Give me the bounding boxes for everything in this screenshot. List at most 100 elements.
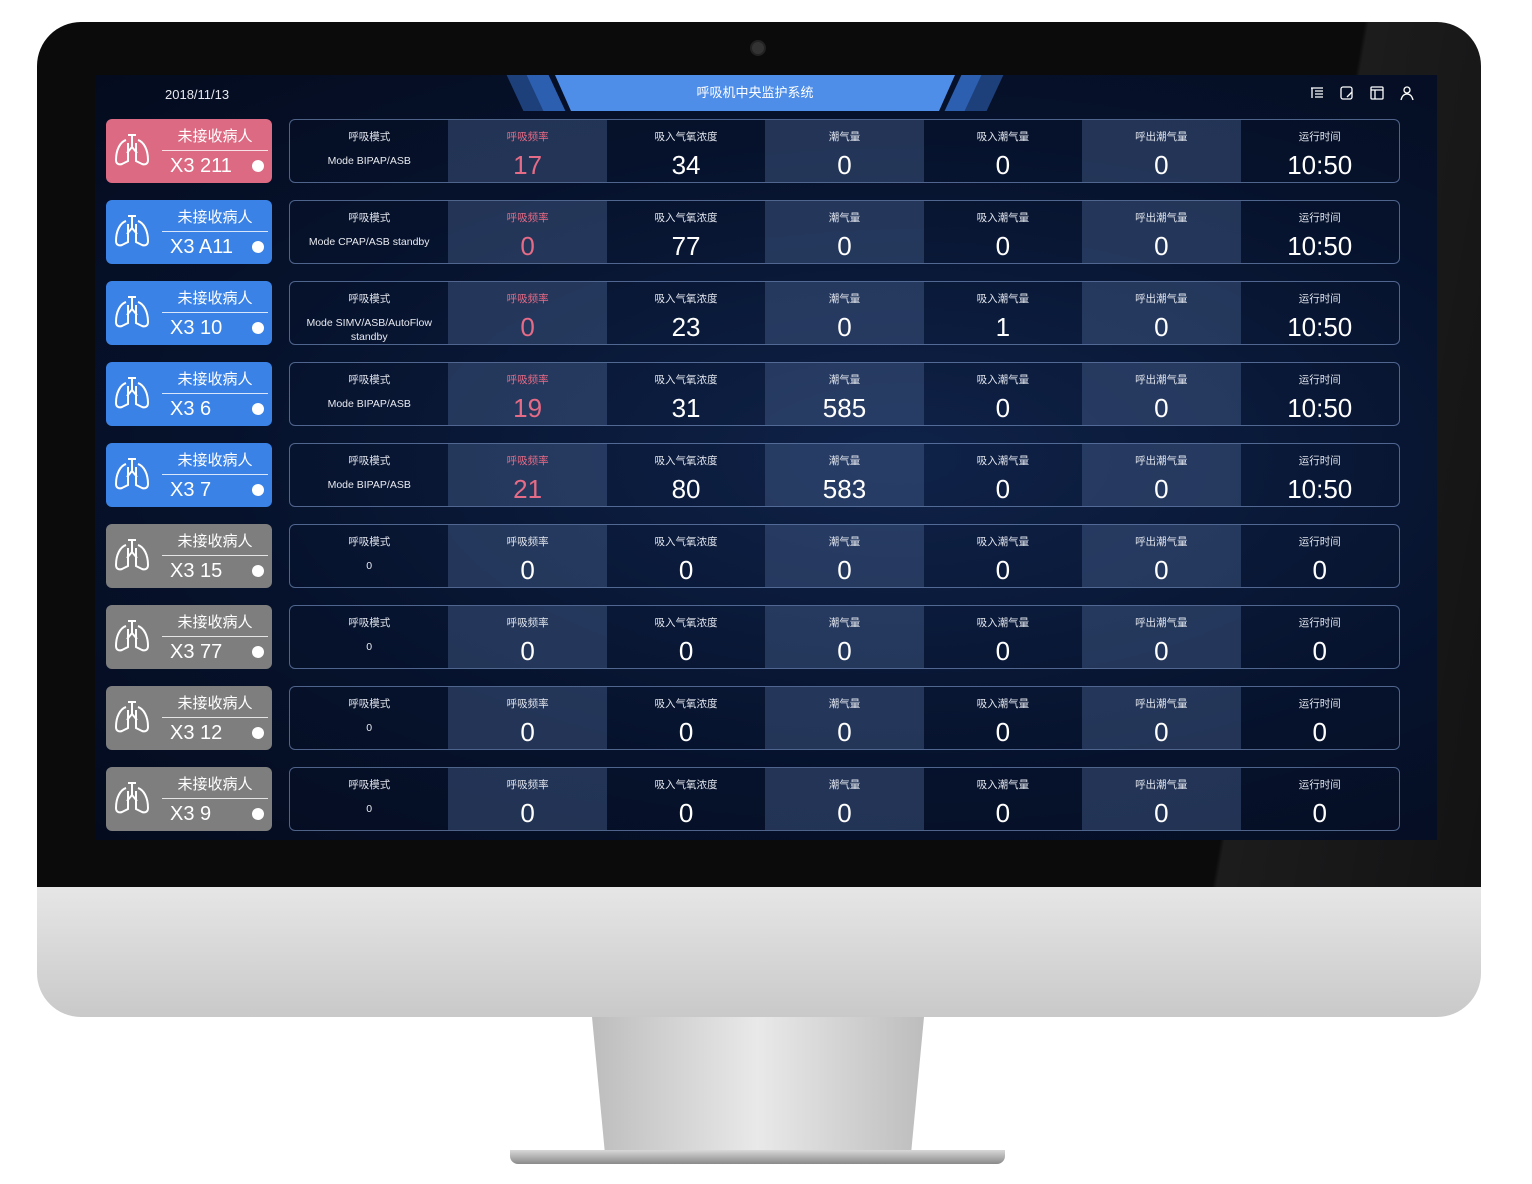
cell-metric: 呼出潮气量 0 bbox=[1082, 525, 1241, 587]
metric-value: 0 bbox=[837, 636, 852, 666]
column-label: 呼出潮气量 bbox=[1135, 455, 1188, 467]
cell-metric: 吸入气氧浓度 34 bbox=[607, 120, 765, 182]
patient-card[interactable]: 未接收病人 X3 A11 bbox=[106, 200, 272, 264]
lungs-icon bbox=[112, 131, 152, 171]
metrics-table: 呼吸模式 0 呼吸频率 0 吸入气氧浓度 0 潮气量 0 吸入潮气量 0 呼出潮气量 0 运行时间 0 bbox=[289, 605, 1400, 669]
edit-icon[interactable] bbox=[252, 484, 264, 496]
patient-card[interactable]: 未接收病人 X3 12 bbox=[106, 686, 272, 750]
patient-card[interactable]: 未接收病人 X3 77 bbox=[106, 605, 272, 669]
cell-metric: 吸入气氧浓度 0 bbox=[607, 525, 765, 587]
patient-card[interactable]: 未接收病人 X3 9 bbox=[106, 767, 272, 831]
metric-value: 0 bbox=[995, 393, 1011, 423]
metric-value: 31 bbox=[671, 393, 701, 423]
metric-value: 0 bbox=[995, 150, 1011, 180]
column-label: 吸入气氧浓度 bbox=[654, 131, 718, 143]
bed-number: X3 15 bbox=[170, 560, 223, 582]
edit-icon[interactable] bbox=[252, 565, 264, 577]
metric-value: 0 bbox=[1154, 717, 1169, 747]
patient-card[interactable]: 未接收病人 X3 6 bbox=[106, 362, 272, 426]
metric-value: 0 bbox=[837, 798, 852, 828]
layout-icon[interactable] bbox=[1369, 85, 1385, 101]
edit-icon[interactable] bbox=[252, 160, 264, 172]
cell-metric: 呼吸频率 19 bbox=[448, 363, 607, 425]
cell-metric: 呼出潮气量 0 bbox=[1082, 687, 1241, 749]
mode-value: 0 bbox=[366, 641, 373, 653]
bed-number: X3 10 bbox=[170, 317, 223, 339]
column-label: 吸入气氧浓度 bbox=[654, 698, 718, 710]
cell-metric: 吸入潮气量 1 bbox=[924, 282, 1082, 344]
cell-mode: 呼吸模式 Mode BIPAP/ASB bbox=[290, 120, 448, 182]
metric-value: 0 bbox=[995, 555, 1011, 585]
column-label: 呼吸模式 bbox=[348, 698, 391, 710]
patient-card[interactable]: 未接收病人 X3 211 bbox=[106, 119, 272, 183]
cell-metric: 呼出潮气量 0 bbox=[1082, 768, 1241, 830]
edit-icon[interactable] bbox=[252, 727, 264, 739]
metric-value: 0 bbox=[520, 312, 535, 342]
cell-metric: 吸入气氧浓度 0 bbox=[607, 606, 765, 668]
column-label: 呼吸频率 bbox=[506, 617, 549, 629]
list-icon[interactable] bbox=[1309, 85, 1325, 101]
metric-value: 23 bbox=[671, 312, 701, 342]
bed-number: X3 6 bbox=[170, 398, 212, 420]
metric-value: 19 bbox=[513, 393, 543, 423]
patient-card[interactable]: 未接收病人 X3 7 bbox=[106, 443, 272, 507]
metrics-table: 呼吸模式 0 呼吸频率 0 吸入气氧浓度 0 潮气量 0 吸入潮气量 0 呼出潮气量 0 运行时间 0 bbox=[289, 524, 1400, 588]
column-label: 呼吸频率 bbox=[506, 779, 549, 791]
cell-metric: 运行时间 0 bbox=[1241, 687, 1399, 749]
patient-row: 未接收病人 X3 15 呼吸模式 0 呼吸频率 0 吸入气氧浓度 0 潮气量 0 吸入潮气量 0 呼… bbox=[106, 524, 1400, 588]
edit-icon[interactable] bbox=[252, 646, 264, 658]
edit-icon[interactable] bbox=[252, 403, 264, 415]
user-icon[interactable] bbox=[1399, 85, 1415, 101]
metric-value: 0 bbox=[1154, 231, 1169, 261]
edit-icon[interactable] bbox=[252, 241, 264, 253]
column-label: 潮气量 bbox=[828, 698, 861, 710]
column-label: 呼吸模式 bbox=[348, 455, 391, 467]
cell-metric: 呼出潮气量 0 bbox=[1082, 282, 1241, 344]
cell-metric: 吸入潮气量 0 bbox=[924, 120, 1082, 182]
metric-value: 1 bbox=[995, 312, 1011, 342]
edit-icon[interactable] bbox=[1339, 85, 1355, 101]
metric-value: 10:50 bbox=[1287, 474, 1353, 504]
lungs-icon bbox=[112, 617, 152, 657]
column-label: 吸入潮气量 bbox=[976, 212, 1030, 224]
lungs-icon bbox=[112, 212, 152, 252]
column-label: 呼吸频率 bbox=[506, 698, 549, 710]
cell-metric: 吸入气氧浓度 0 bbox=[607, 687, 765, 749]
column-label: 潮气量 bbox=[828, 293, 861, 305]
cell-metric: 潮气量 0 bbox=[765, 282, 924, 344]
metric-value: 0 bbox=[1312, 798, 1327, 828]
metric-value: 77 bbox=[671, 231, 701, 261]
mode-value: Mode BIPAP/ASB bbox=[327, 155, 411, 167]
patient-row: 未接收病人 X3 12 呼吸模式 0 呼吸频率 0 吸入气氧浓度 0 潮气量 0 吸入潮气量 0 呼… bbox=[106, 686, 1400, 750]
column-label: 吸入气氧浓度 bbox=[654, 374, 718, 386]
edit-icon[interactable] bbox=[252, 808, 264, 820]
cell-metric: 吸入潮气量 0 bbox=[924, 606, 1082, 668]
column-label: 吸入潮气量 bbox=[976, 779, 1030, 791]
patient-card[interactable]: 未接收病人 X3 15 bbox=[106, 524, 272, 588]
mode-value: 0 bbox=[366, 722, 373, 734]
cell-metric: 吸入气氧浓度 31 bbox=[607, 363, 765, 425]
edit-icon[interactable] bbox=[252, 322, 264, 334]
metrics-table: 呼吸模式 0 呼吸频率 0 吸入气氧浓度 0 潮气量 0 吸入潮气量 0 呼出潮气量 0 运行时间 0 bbox=[289, 767, 1400, 831]
metric-value: 17 bbox=[513, 150, 543, 180]
column-label: 呼出潮气量 bbox=[1135, 374, 1188, 386]
cell-metric: 呼吸频率 0 bbox=[448, 687, 607, 749]
cell-metric: 运行时间 10:50 bbox=[1241, 201, 1399, 263]
metric-value: 0 bbox=[678, 717, 694, 747]
metric-value: 80 bbox=[671, 474, 701, 504]
bed-number: X3 12 bbox=[170, 722, 223, 744]
metrics-table: 呼吸模式 0 呼吸频率 0 吸入气氧浓度 0 潮气量 0 吸入潮气量 0 呼出潮气量 0 运行时间 0 bbox=[289, 686, 1400, 750]
cell-mode: 呼吸模式 Mode CPAP/ASB standby bbox=[290, 201, 448, 263]
metric-value: 0 bbox=[678, 636, 694, 666]
metric-value: 0 bbox=[995, 798, 1011, 828]
patient-card[interactable]: 未接收病人 X3 10 bbox=[106, 281, 272, 345]
patient-status: 未接收病人 bbox=[162, 449, 268, 475]
mode-value: Mode BIPAP/ASB bbox=[327, 398, 411, 410]
column-label: 呼吸频率 bbox=[506, 131, 549, 143]
patient-row: 未接收病人 X3 7 呼吸模式 Mode BIPAP/ASB 呼吸频率 21 吸入气氧浓… bbox=[106, 443, 1400, 507]
cell-metric: 运行时间 10:50 bbox=[1241, 444, 1399, 506]
cell-mode: 呼吸模式 0 bbox=[290, 525, 448, 587]
lungs-icon bbox=[112, 698, 152, 738]
metric-value: 0 bbox=[520, 555, 535, 585]
mode-value: Mode SIMV/ASB/AutoFlow standby bbox=[306, 317, 432, 343]
